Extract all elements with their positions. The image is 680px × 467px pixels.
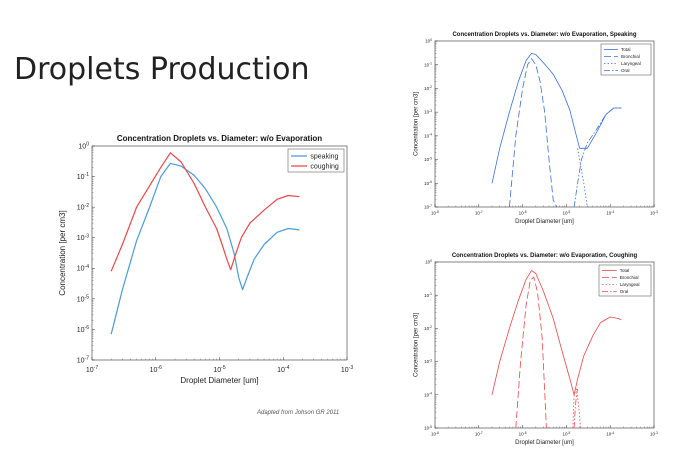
plot-area: [91, 145, 348, 361]
series-line-oral: [573, 107, 622, 207]
y-tick-label: 100: [425, 259, 432, 265]
coughing-chart: Concentration Droplets vs. Diameter: w/o…: [413, 253, 658, 446]
legend-label: Total: [620, 268, 630, 273]
legend-label: Total: [621, 47, 631, 52]
series-line-total: [491, 52, 622, 184]
x-tick-label: 10-5: [213, 365, 225, 374]
legend-label: Bronchial: [620, 275, 639, 280]
series-line-oral: [573, 388, 578, 428]
x-tick-label: 10-5: [562, 431, 570, 437]
x-tick-label: 10-3: [341, 365, 353, 374]
y-tick-label: 10-1: [424, 292, 432, 298]
legend-box: [600, 43, 652, 76]
x-tick-label: 10-7: [86, 365, 98, 374]
y-tick-label: 10-5: [424, 425, 432, 431]
y-tick-label: 10-4: [77, 264, 89, 273]
y-tick-label: 10-7: [77, 356, 89, 365]
source-credit: Adapted from Johson GR 2011: [257, 410, 340, 416]
y-tick-label: 10-2: [424, 325, 432, 331]
series-line-bronchial: [515, 276, 547, 428]
speaking-chart: Concentration Droplets vs. Diameter: w/o…: [413, 32, 658, 225]
legend-label: Bronchial: [621, 54, 640, 59]
x-axis-label: Droplet Diameter [um]: [180, 376, 258, 385]
series-line-total: [491, 270, 622, 396]
y-tick-label: 10-1: [77, 172, 89, 181]
x-axis-label: Droplet Diameter [um]: [515, 440, 574, 446]
x-tick-label: 10-6: [150, 365, 162, 374]
x-tick-label: 10-4: [277, 365, 289, 374]
x-tick-label: 10-3: [650, 210, 658, 216]
x-tick-label: 10-4: [606, 210, 614, 216]
x-tick-label: 10-4: [606, 431, 614, 437]
y-tick-label: 10-4: [424, 392, 432, 398]
series-line-laryngeal: [572, 388, 581, 428]
y-tick-label: 10-4: [424, 133, 432, 139]
x-axis-label: Droplet Diameter [um]: [515, 219, 574, 225]
y-axis-label: Concentration [per cm3]: [413, 92, 419, 156]
x-tick-label: 10-8: [431, 210, 439, 216]
y-axis-label: Concentration [per cm3]: [413, 313, 419, 377]
y-tick-label: 100: [78, 142, 89, 151]
x-tick-label: 10-3: [650, 431, 658, 437]
y-axis-label: Concentration [per cm3]: [58, 210, 67, 295]
y-tick-label: 10-2: [77, 203, 89, 212]
y-tick-label: 10-1: [424, 61, 432, 67]
series-line-speaking: [110, 162, 300, 335]
chart-title: Concentration Droplets vs. Diameter: w/o…: [452, 253, 638, 259]
chart-title: Concentration Droplets vs. Diameter: w/o…: [452, 32, 636, 38]
x-tick-label: 10-7: [475, 431, 483, 437]
legend-label: Oral: [620, 289, 629, 294]
series-line-coughing: [110, 152, 300, 272]
chart-title: Concentration Droplets vs. Diameter: w/o…: [117, 134, 322, 143]
series-line-laryngeal: [577, 148, 591, 207]
y-tick-label: 10-3: [424, 358, 432, 364]
x-tick-label: 10-6: [519, 431, 527, 437]
y-tick-label: 10-3: [424, 109, 432, 115]
y-tick-label: 10-5: [77, 295, 89, 304]
legend-label: coughing: [310, 163, 339, 170]
legend-label: Oral: [621, 68, 630, 73]
legend-label: Laryngeal: [621, 61, 641, 66]
y-tick-label: 100: [425, 38, 432, 44]
x-tick-label: 10-7: [475, 210, 483, 216]
legend-label: speaking: [310, 153, 338, 160]
main-chart: Concentration Droplets vs. Diameter: w/o…: [58, 134, 353, 385]
x-tick-label: 10-6: [519, 210, 527, 216]
y-tick-label: 10-7: [424, 204, 432, 210]
x-tick-label: 10-8: [431, 431, 439, 437]
y-tick-label: 10-3: [77, 233, 89, 242]
y-tick-label: 10-6: [424, 180, 432, 186]
series-line-bronchial: [509, 58, 558, 207]
y-tick-label: 10-2: [424, 85, 432, 91]
slide-title: Droplets Production: [14, 52, 310, 87]
legend-label: Laryngeal: [620, 282, 640, 287]
y-tick-label: 10-6: [77, 325, 89, 334]
x-tick-label: 10-5: [562, 210, 570, 216]
y-tick-label: 10-5: [424, 156, 432, 162]
